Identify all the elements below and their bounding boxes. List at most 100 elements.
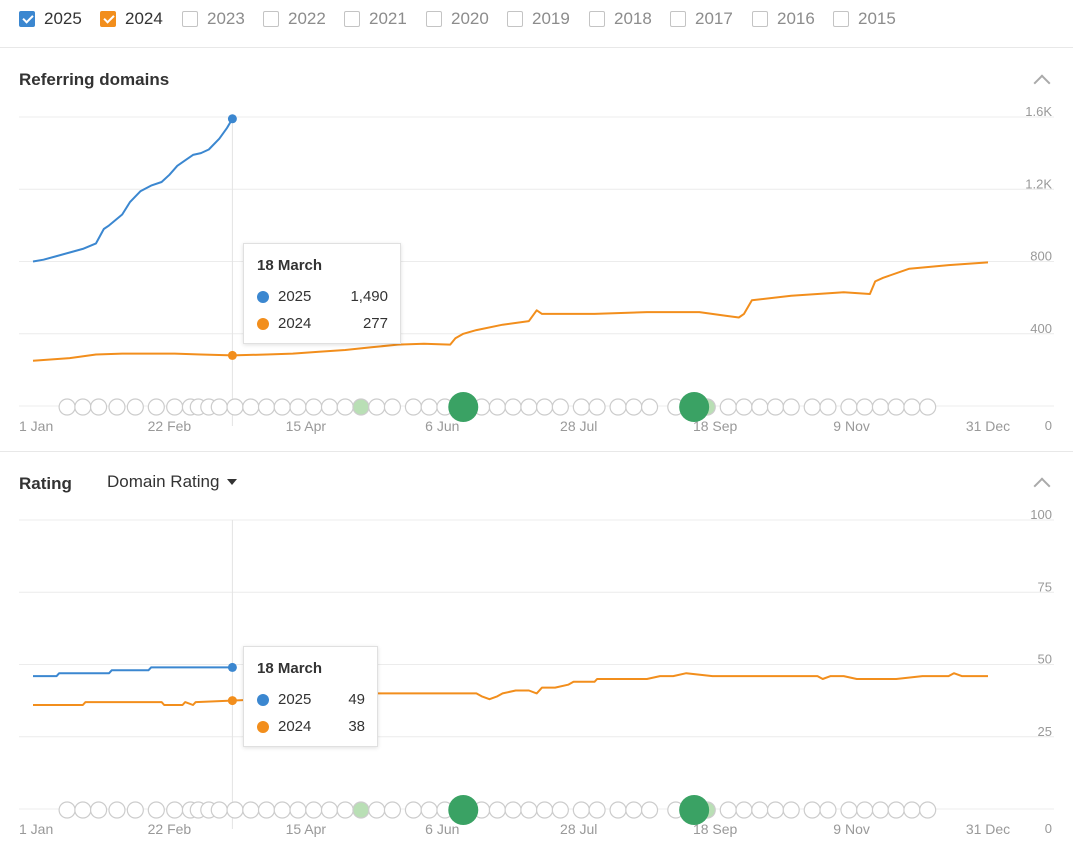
update-marker bbox=[305, 801, 323, 819]
series-line-2024 bbox=[32, 261, 989, 362]
update-marker bbox=[320, 801, 339, 819]
year-label: 2016 bbox=[777, 9, 815, 28]
year-label: 2015 bbox=[858, 9, 896, 28]
y-tick-label: 800 bbox=[1030, 249, 1052, 264]
major-update-marker bbox=[448, 795, 479, 825]
update-marker bbox=[919, 801, 937, 819]
series-2024-dot bbox=[257, 720, 269, 733]
series-2025-dot bbox=[257, 290, 269, 303]
checkbox-box[interactable] bbox=[263, 11, 279, 27]
x-tick-label: 22 Feb bbox=[148, 821, 192, 837]
major-update-marker bbox=[448, 392, 479, 422]
update-marker bbox=[782, 398, 800, 416]
year-checkbox-2022[interactable]: 2022 bbox=[263, 8, 326, 30]
referring-tooltip: 18 March 2025 1,490 2024 277 bbox=[243, 243, 401, 344]
year-filter-bar: 2025 2024 2023 2022 2021 2020 2019 2018 2017 2016… bbox=[0, 0, 1073, 48]
update-marker bbox=[420, 801, 438, 819]
update-marker bbox=[871, 801, 890, 819]
tooltip-row-2025: 2025 1,490 bbox=[257, 283, 388, 310]
update-marker bbox=[588, 801, 606, 819]
x-tick-label: 9 Nov bbox=[833, 418, 870, 434]
series-endpoint-2025 bbox=[227, 114, 237, 124]
checkbox-box[interactable] bbox=[182, 11, 198, 27]
update-marker bbox=[210, 801, 228, 819]
year-label: 2022 bbox=[288, 9, 326, 28]
rating-type-dropdown[interactable]: Domain Rating bbox=[107, 472, 238, 492]
update-marker bbox=[551, 398, 569, 416]
update-marker bbox=[887, 801, 905, 819]
year-label: 2020 bbox=[451, 9, 489, 28]
x-tick-label: 28 Jul bbox=[560, 418, 597, 434]
checkbox-box[interactable] bbox=[670, 11, 686, 27]
major-update-marker bbox=[679, 795, 710, 825]
x-tick-label: 9 Nov bbox=[833, 821, 870, 837]
year-checkbox-2016[interactable]: 2016 bbox=[752, 8, 815, 30]
tooltip-year: 2025 bbox=[278, 288, 312, 305]
year-checkbox-2015[interactable]: 2015 bbox=[833, 8, 896, 30]
update-marker bbox=[766, 801, 785, 819]
y-tick-label: 50 bbox=[1038, 652, 1052, 667]
update-marker bbox=[609, 801, 627, 819]
update-marker bbox=[488, 801, 506, 819]
update-marker bbox=[289, 801, 307, 819]
x-tick-label: 6 Jun bbox=[425, 821, 459, 837]
x-tick-label: 18 Sep bbox=[693, 418, 738, 434]
checkbox-box[interactable] bbox=[19, 11, 35, 27]
series-hover-point-2024 bbox=[227, 350, 237, 360]
year-checkbox-2019[interactable]: 2019 bbox=[507, 8, 570, 30]
series-hover-point-2024 bbox=[227, 696, 237, 706]
tooltip-year: 2024 bbox=[278, 718, 312, 735]
year-checkbox-2025[interactable]: 2025 bbox=[19, 8, 82, 30]
x-tick-label: 15 Apr bbox=[286, 821, 327, 837]
checkbox-box[interactable] bbox=[344, 11, 360, 27]
referring-domains-title: Referring domains bbox=[19, 70, 170, 89]
year-checkbox-2020[interactable]: 2020 bbox=[426, 8, 489, 30]
tooltip-value: 49 bbox=[348, 691, 365, 708]
update-marker bbox=[147, 801, 165, 819]
tooltip-year: 2024 bbox=[278, 315, 312, 332]
update-marker bbox=[803, 801, 821, 819]
checkbox-box[interactable] bbox=[752, 11, 768, 27]
year-label: 2025 bbox=[44, 9, 82, 28]
referring-domains-chart: 0 400 800 1.2K 1.6K 1 Jan 22 Feb 15 Apr 6 Jun 28 … bbox=[19, 104, 1054, 434]
x-tick-label: 1 Jan bbox=[19, 821, 53, 837]
update-marker bbox=[751, 801, 769, 819]
update-marker bbox=[166, 801, 184, 819]
tooltip-value: 277 bbox=[362, 315, 388, 332]
tooltip-row-2024: 2024 277 bbox=[257, 310, 388, 337]
update-marker bbox=[352, 801, 370, 819]
x-tick-label: 15 Apr bbox=[286, 418, 327, 434]
year-checkbox-2017[interactable]: 2017 bbox=[670, 8, 733, 30]
update-marker bbox=[551, 801, 569, 819]
checkbox-box[interactable] bbox=[100, 11, 116, 27]
tooltip-row-2024: 2024 38 bbox=[257, 713, 365, 740]
series-line-2025 bbox=[33, 666, 233, 678]
y-tick-label: 0 bbox=[1045, 821, 1052, 836]
x-tick-label: 22 Feb bbox=[148, 418, 192, 434]
y-tick-label: 1.6K bbox=[1025, 104, 1052, 119]
update-marker bbox=[919, 398, 937, 416]
year-checkbox-2018[interactable]: 2018 bbox=[589, 8, 652, 30]
checkbox-box[interactable] bbox=[833, 11, 849, 27]
update-marker bbox=[336, 801, 354, 819]
tooltip-date: 18 March bbox=[257, 660, 323, 677]
series-2025-dot bbox=[257, 693, 269, 706]
year-checkbox-2024[interactable]: 2024 bbox=[100, 8, 163, 30]
update-marker bbox=[520, 801, 538, 819]
update-marker bbox=[903, 801, 921, 819]
x-tick-label: 31 Dec bbox=[966, 821, 1010, 837]
checkbox-box[interactable] bbox=[507, 11, 523, 27]
series-2024-dot bbox=[257, 317, 269, 330]
year-checkbox-2021[interactable]: 2021 bbox=[344, 8, 407, 30]
update-marker bbox=[147, 398, 165, 416]
x-tick-label: 1 Jan bbox=[19, 418, 53, 434]
year-checkbox-2023[interactable]: 2023 bbox=[182, 8, 245, 30]
update-marker bbox=[719, 801, 737, 819]
update-marker bbox=[126, 801, 144, 819]
checkbox-box[interactable] bbox=[426, 11, 442, 27]
dropdown-label: Domain Rating bbox=[107, 472, 220, 491]
year-label: 2019 bbox=[532, 9, 570, 28]
update-marker bbox=[640, 801, 659, 819]
update-marker bbox=[572, 801, 590, 819]
checkbox-box[interactable] bbox=[589, 11, 605, 27]
